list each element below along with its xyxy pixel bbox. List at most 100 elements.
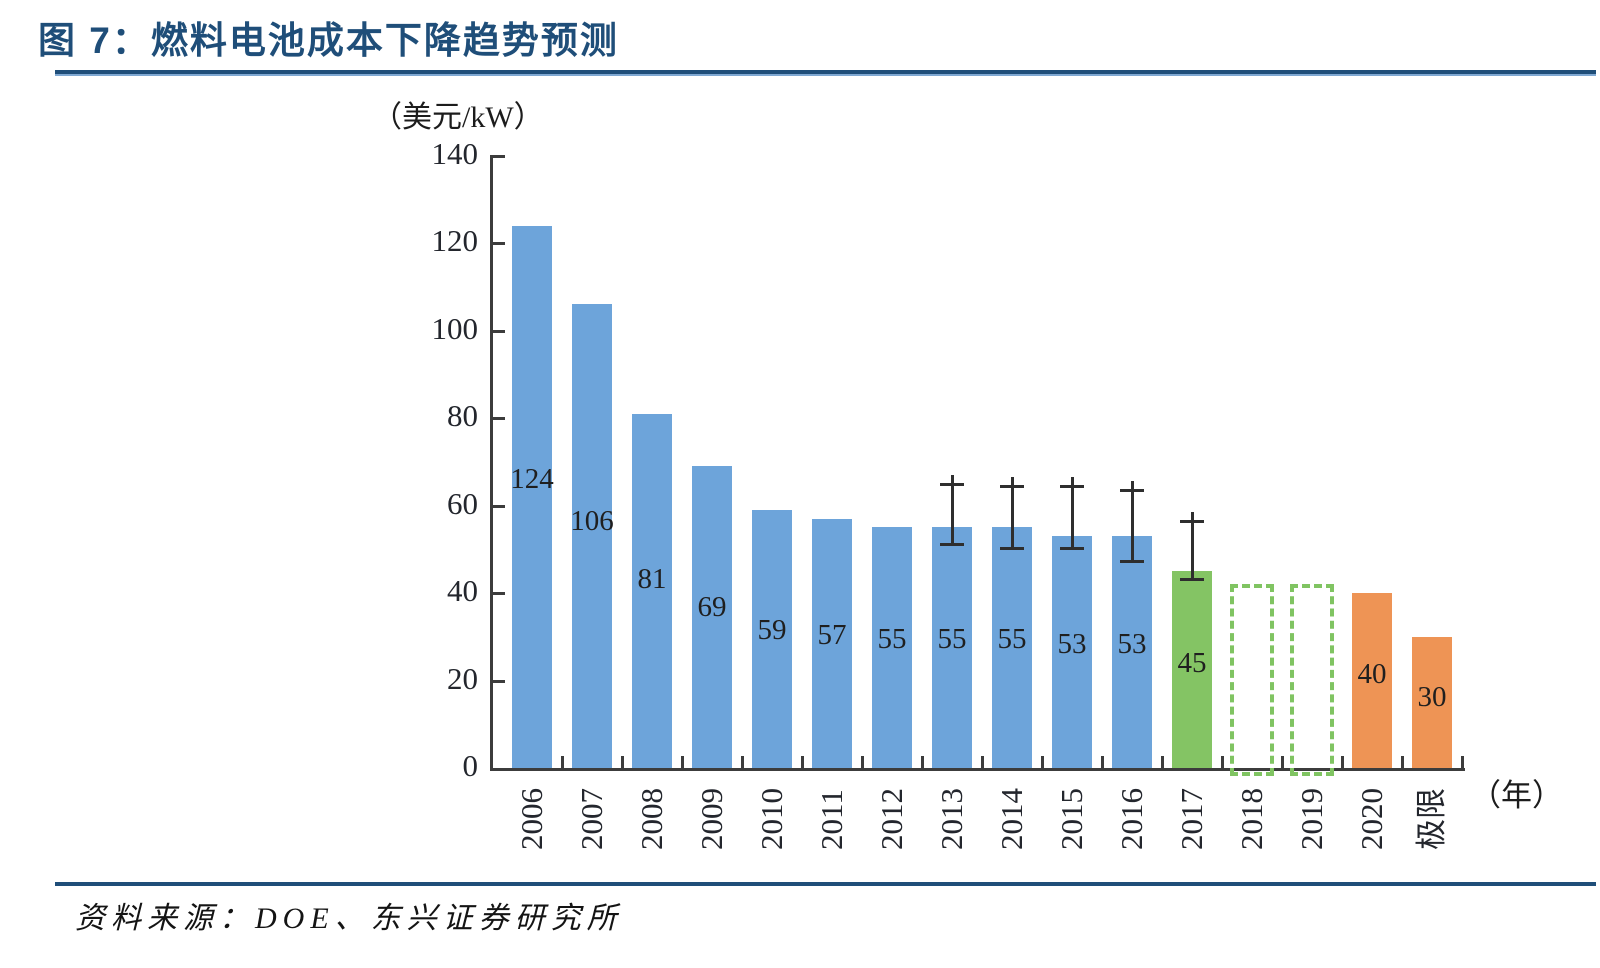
bar-value-label: 59 (757, 614, 787, 647)
x-tick-label-2018: 2018 (1234, 788, 1269, 850)
bar-value-label: 81 (637, 563, 667, 596)
x-tick (1161, 756, 1164, 768)
bar-value-label: 106 (570, 505, 614, 538)
x-tick (801, 756, 804, 768)
x-tick-label-2008: 2008 (634, 788, 669, 850)
y-tick (493, 242, 505, 245)
y-tick-label: 20 (447, 660, 478, 696)
error-bar-cap-top (1000, 484, 1024, 488)
y-tick (493, 679, 505, 683)
bar-2012 (872, 527, 912, 768)
error-bar-cap-top (940, 482, 964, 486)
x-tick (1461, 756, 1464, 768)
y-tick-label: 120 (431, 223, 479, 258)
bar-2009 (692, 466, 732, 768)
y-tick (493, 154, 505, 158)
x-tick-label-2010: 2010 (754, 788, 789, 850)
error-bar-cap-top (1180, 519, 1204, 523)
y-tick (493, 504, 505, 508)
dashed-bar-2018 (1230, 584, 1274, 776)
bar-2014 (992, 527, 1032, 768)
x-tick-label-2006: 2006 (514, 788, 549, 850)
x-tick-label-2013: 2013 (934, 788, 969, 850)
x-axis-line (490, 768, 1465, 771)
error-bar-line-2017 (1191, 511, 1194, 580)
bar-2011 (812, 518, 852, 768)
dashed-bar-2019 (1290, 584, 1334, 776)
x-tick (1281, 756, 1284, 768)
bar-value-label: 30 (1417, 681, 1447, 714)
x-tick (981, 756, 984, 768)
x-tick-label-2015: 2015 (1054, 788, 1089, 850)
y-tick-label: 40 (447, 573, 478, 608)
bar-2006 (512, 225, 552, 768)
error-bar-line-2016 (1131, 481, 1134, 563)
bar-2007 (572, 304, 612, 768)
y-tick-label: 140 (431, 135, 479, 171)
x-tick (741, 756, 744, 768)
bar-2020 (1352, 593, 1392, 768)
y-tick (493, 592, 505, 595)
x-tick-label-极限: 极限 (1414, 788, 1449, 850)
bar-value-label: 40 (1357, 658, 1387, 691)
y-axis-unit-label: （美元/kW） (372, 101, 544, 134)
error-bar-line-2014 (1011, 476, 1014, 550)
x-axis-unit-label: （年） (1470, 778, 1563, 813)
error-bar-line-2013 (951, 474, 954, 545)
bar-value-label: 69 (697, 591, 727, 623)
x-tick-label-2019: 2019 (1294, 788, 1329, 850)
bar-value-label: 55 (877, 623, 907, 656)
x-tick-label-2016: 2016 (1114, 788, 1149, 850)
bar-value-label: 45 (1177, 646, 1207, 679)
x-tick-label-2020: 2020 (1354, 788, 1389, 850)
bar-value-label: 53 (1057, 628, 1087, 661)
error-bar-cap-bottom (940, 542, 964, 546)
bar-value-label: 124 (510, 463, 554, 496)
x-tick (561, 756, 564, 768)
figure-title: 图 7：燃料电池成本下降趋势预测 (38, 20, 619, 61)
y-tick-label: 100 (431, 310, 479, 346)
y-tick (493, 329, 505, 333)
error-bar-cap-top (1060, 484, 1084, 488)
x-tick (621, 756, 624, 768)
bar-value-label: 53 (1117, 628, 1147, 661)
y-tick-label: 80 (447, 398, 478, 433)
bar-极限 (1412, 636, 1452, 768)
title-divider (55, 70, 1596, 76)
bar-2010 (752, 509, 792, 768)
x-tick (681, 756, 684, 768)
source-note: 资料来源：DOE、东兴证券研究所 (75, 902, 623, 935)
y-axis-line (490, 154, 493, 771)
bar-2017 (1172, 571, 1212, 768)
bar-value-label: 57 (817, 618, 847, 651)
x-tick-label-2012: 2012 (874, 788, 909, 850)
bar-value-label: 55 (997, 623, 1027, 656)
footer-divider (55, 882, 1596, 886)
x-tick (921, 756, 924, 768)
y-tick (493, 417, 505, 420)
error-bar-cap-bottom (1180, 577, 1204, 581)
x-tick (1221, 756, 1224, 768)
error-bar-cap-bottom (1060, 547, 1084, 551)
bar-value-label: 55 (937, 623, 967, 656)
bar-2015 (1052, 536, 1092, 768)
x-tick (1401, 756, 1404, 768)
bar-2008 (632, 413, 672, 768)
bar-2013 (932, 527, 972, 768)
error-bar-cap-bottom (1000, 547, 1024, 551)
bar-2016 (1112, 536, 1152, 768)
x-tick-label-2009: 2009 (694, 788, 729, 850)
error-bar-cap-top (1120, 489, 1144, 493)
error-bar-line-2015 (1071, 476, 1074, 550)
y-tick-label: 60 (447, 485, 478, 521)
x-tick (1341, 756, 1344, 768)
x-tick-label-2011: 2011 (814, 789, 849, 850)
y-tick-label: 0 (462, 748, 479, 783)
error-bar-cap-bottom (1120, 560, 1144, 564)
x-tick-label-2007: 2007 (574, 788, 609, 850)
x-tick (1101, 756, 1104, 768)
x-tick-label-2014: 2014 (994, 788, 1029, 850)
x-tick (861, 756, 864, 768)
